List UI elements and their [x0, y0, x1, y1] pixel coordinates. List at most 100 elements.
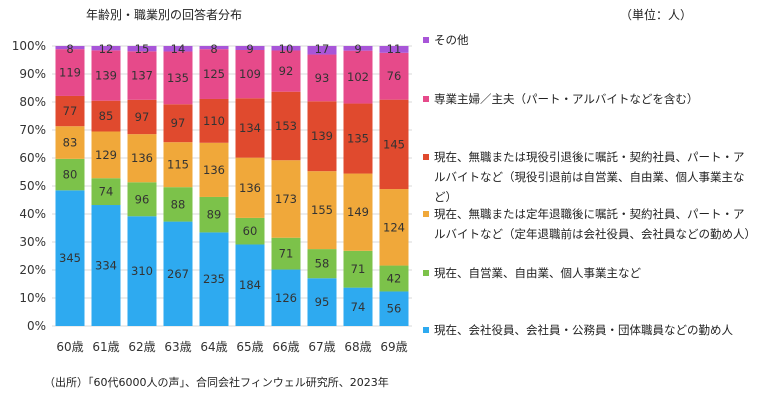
legend-label: 現在、会社役員、会社員・公務員・団体職員などの勤め人 [434, 323, 733, 337]
data-label: 74 [351, 300, 366, 314]
data-label: 184 [239, 278, 261, 292]
data-label: 11 [387, 42, 402, 56]
bar-segment [199, 142, 229, 197]
bar-segment [235, 98, 265, 158]
data-label: 8 [66, 42, 73, 56]
y-tick-label: 50% [19, 179, 46, 193]
bar-segment [163, 46, 193, 52]
bar-segment [343, 173, 373, 251]
bar-segment [163, 51, 193, 105]
bar-segment [271, 46, 301, 51]
bar-segment [343, 50, 373, 104]
bar-segment [271, 160, 301, 238]
data-label: 77 [63, 104, 78, 118]
data-label: 135 [167, 71, 189, 85]
data-label: 136 [203, 163, 225, 177]
x-tick-label: 60歳 [56, 340, 83, 354]
data-label: 310 [131, 264, 153, 278]
legend-item: 現在、自営業、自由業、個人事業主など [423, 263, 754, 283]
data-label: 92 [279, 64, 294, 78]
y-tick-label: 80% [19, 95, 46, 109]
bar-segment [343, 103, 373, 174]
data-label: 9 [354, 42, 361, 56]
bar-segment [91, 46, 121, 51]
x-tick-label: 64歳 [200, 340, 227, 354]
bar-segment [127, 134, 157, 183]
data-label: 139 [95, 69, 117, 83]
y-tick-label: 60% [19, 151, 46, 165]
bar-segment [343, 250, 373, 288]
bar-segment [235, 46, 265, 50]
data-label: 136 [131, 151, 153, 165]
y-tick-label: 90% [19, 67, 46, 81]
bar-segment [91, 131, 121, 179]
legend-swatch [423, 211, 429, 217]
data-label: 119 [59, 66, 81, 80]
data-label: 42 [387, 272, 402, 286]
data-label: 126 [275, 291, 297, 305]
bar-segment [127, 51, 157, 100]
bar-segment [379, 99, 409, 190]
x-tick-label: 68歳 [344, 340, 371, 354]
data-label: 136 [239, 181, 261, 195]
source-note: （出所）「60代6000人の声」、合同会社フィンウェル研究所、2023年 [44, 376, 389, 389]
data-label: 9 [246, 42, 253, 56]
legend-label: 現在、無職または現役引退後に嘱託・契約社員、パート・アルバイトなど（現役引退前は… [434, 150, 745, 204]
data-label: 110 [203, 114, 225, 128]
data-label: 129 [95, 148, 117, 162]
bar-segment [163, 142, 193, 188]
y-tick-label: 100% [12, 39, 46, 53]
legend-label: 現在、自営業、自由業、個人事業主など [434, 266, 641, 280]
data-label: 83 [63, 136, 78, 150]
bar-segment [271, 269, 301, 326]
data-label: 89 [207, 208, 222, 222]
bar-segment [91, 50, 121, 101]
bar-segment [307, 278, 337, 326]
data-label: 345 [59, 251, 81, 265]
bar-segment [163, 221, 193, 326]
bar-segment [55, 49, 85, 96]
data-label: 8 [210, 42, 217, 56]
data-label: 267 [167, 267, 189, 281]
x-tick-label: 69歳 [380, 340, 407, 354]
bar-segment [307, 249, 337, 279]
data-label: 85 [99, 109, 114, 123]
bar-segment [235, 217, 265, 245]
x-tick-label: 67歳 [308, 340, 335, 354]
bar-segment [379, 46, 409, 53]
bar-segment [343, 46, 373, 51]
data-label: 135 [347, 132, 369, 146]
bar-segment [235, 157, 265, 218]
bar-segment [127, 99, 157, 135]
x-tick-label: 62歳 [128, 340, 155, 354]
data-label: 93 [315, 71, 330, 85]
data-label: 102 [347, 70, 369, 84]
bar-segment [307, 171, 337, 250]
bar-segment [271, 91, 301, 161]
x-tick-label: 65歳 [236, 340, 263, 354]
bar-segment [55, 46, 85, 50]
bar-segment [91, 100, 121, 132]
legend-swatch [423, 327, 429, 333]
bar-segment [379, 52, 409, 100]
data-label: 155 [311, 203, 333, 217]
data-label: 134 [239, 121, 261, 135]
legend-item: 現在、無職または定年退職後に嘱託・契約社員、パート・アルバイトなど（定年退職前は… [423, 204, 756, 244]
data-label: 15 [135, 42, 150, 56]
data-label: 60 [243, 224, 258, 238]
chart-title: 年齢別・職業別の回答者分布 [86, 8, 243, 22]
data-label: 12 [99, 42, 114, 56]
stacked-bar-chart: 0%10%20%30%40%50%60%70%80%90%100%3458083… [12, 39, 412, 354]
data-label: 96 [135, 192, 150, 206]
data-label: 10 [279, 42, 294, 56]
legend-label: 現在、無職または定年退職後に嘱託・契約社員、パート・アルバイトなど（定年退職前は… [434, 207, 756, 241]
data-label: 125 [203, 67, 225, 81]
data-label: 56 [387, 302, 402, 316]
bar-segment [343, 287, 373, 326]
bar-segment [55, 190, 85, 326]
x-tick-label: 61歳 [92, 340, 119, 354]
data-label: 137 [131, 69, 153, 83]
y-tick-label: 30% [19, 235, 46, 249]
legend-swatch [423, 37, 429, 43]
data-label: 153 [275, 119, 297, 133]
